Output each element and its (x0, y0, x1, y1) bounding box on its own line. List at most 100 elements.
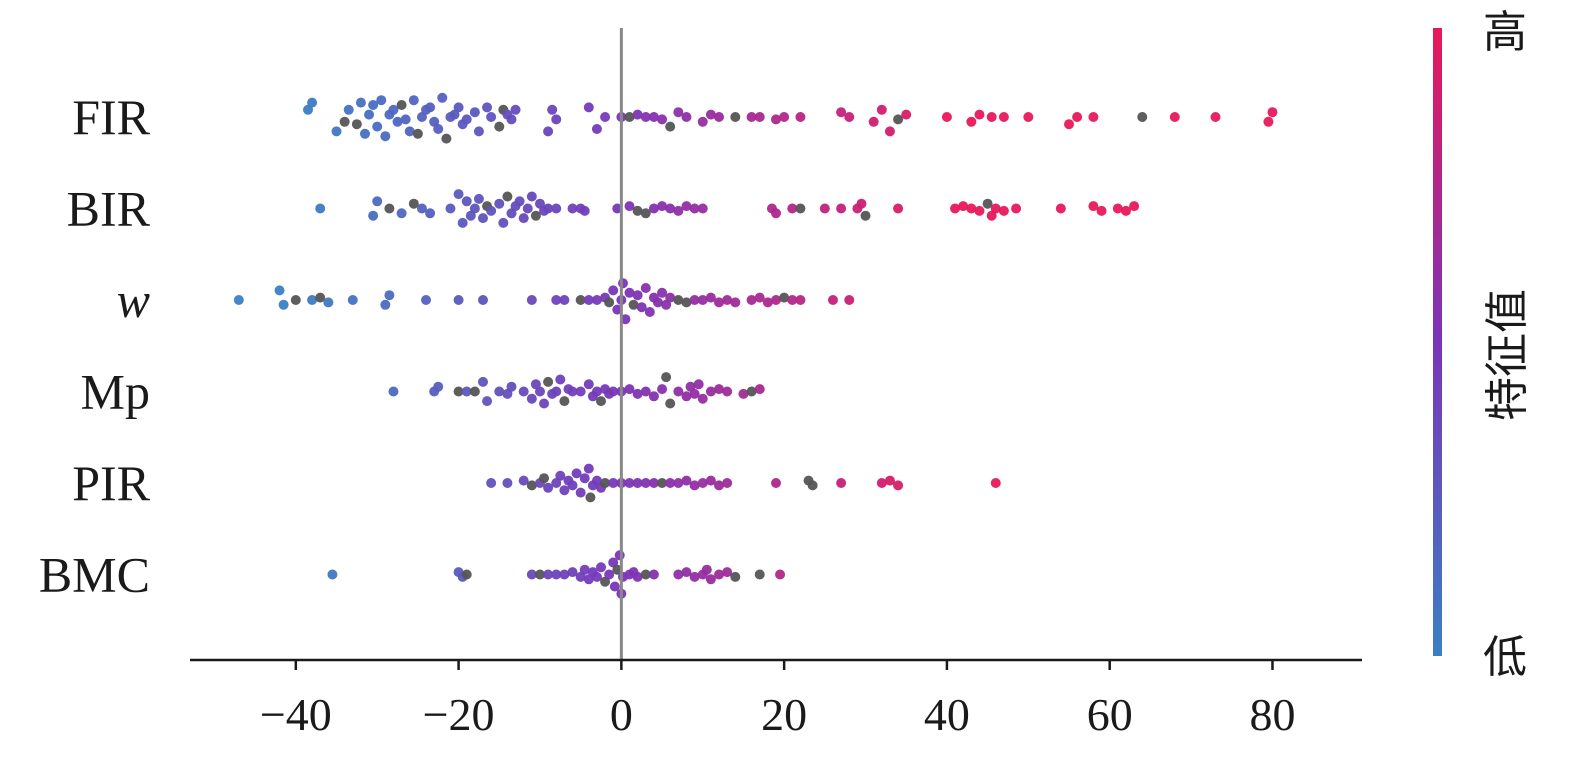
data-point (343, 104, 354, 115)
data-point (575, 295, 586, 305)
data-point (327, 569, 338, 580)
colorbar-high-label: 高 (1483, 7, 1527, 58)
data-point (754, 112, 765, 122)
data-point (614, 550, 625, 561)
data-point (404, 126, 415, 137)
data-point (836, 107, 847, 118)
data-point (771, 478, 781, 488)
data-point (372, 196, 383, 207)
data-point (705, 292, 716, 303)
data-point (498, 217, 509, 228)
data-point (648, 112, 659, 122)
data-point (441, 133, 452, 144)
data-point (278, 299, 289, 310)
data-point (461, 196, 472, 207)
data-point (591, 386, 602, 397)
feature-row-points (327, 550, 786, 599)
data-point (445, 203, 456, 214)
data-point (1088, 201, 1099, 212)
data-point (494, 121, 505, 132)
data-point (575, 386, 586, 397)
data-point (807, 480, 818, 491)
data-point (551, 569, 562, 580)
data-point (315, 292, 326, 303)
data-point (307, 295, 318, 305)
feature-row-points (486, 463, 1001, 503)
data-point (416, 203, 427, 214)
data-point (661, 372, 672, 383)
data-point (583, 102, 594, 113)
data-point (518, 213, 529, 224)
data-point (705, 386, 716, 397)
data-point (559, 485, 570, 496)
data-point (1210, 112, 1221, 122)
data-point (689, 388, 700, 399)
data-point (543, 203, 554, 214)
data-point (539, 398, 550, 409)
data-point (624, 478, 635, 488)
data-point (579, 205, 590, 216)
data-point (860, 210, 871, 221)
data-point (648, 203, 659, 214)
data-point (388, 386, 399, 397)
data-point (730, 571, 741, 582)
data-point (425, 208, 436, 219)
data-point (689, 295, 700, 305)
data-point (315, 203, 326, 214)
data-point (608, 386, 619, 397)
feature-row-points (233, 278, 855, 325)
feature-row-points (388, 372, 765, 409)
data-point (502, 478, 513, 488)
data-point (986, 112, 997, 122)
data-point (543, 376, 554, 387)
data-point (388, 104, 399, 115)
data-point (640, 386, 651, 397)
data-point (640, 208, 651, 219)
x-axis-ticks: −40 −20 0 20 40 60 80 (260, 660, 1295, 740)
data-point (697, 116, 708, 127)
data-point (657, 201, 668, 212)
data-point (323, 297, 334, 308)
data-point (612, 203, 623, 214)
data-point (665, 203, 676, 214)
data-point (612, 304, 623, 315)
data-point (473, 193, 484, 204)
data-point (640, 569, 651, 580)
data-point (1023, 112, 1034, 122)
data-point (579, 564, 590, 575)
data-point (543, 126, 554, 137)
data-point (506, 114, 517, 125)
data-point (600, 112, 611, 122)
x-tick-label: −40 (260, 689, 332, 740)
feature-label: PIR (72, 455, 150, 511)
data-point (730, 297, 741, 308)
data-point (836, 203, 847, 214)
data-point (665, 398, 676, 409)
data-point (583, 463, 594, 474)
data-point (624, 384, 635, 395)
data-point (425, 102, 436, 113)
data-point (551, 114, 562, 125)
data-point (754, 292, 765, 303)
data-point (681, 475, 692, 486)
data-point (609, 581, 620, 592)
data-point (701, 564, 712, 575)
data-point (632, 290, 643, 301)
data-point (640, 283, 651, 293)
data-point (1055, 203, 1066, 214)
data-point (567, 567, 578, 578)
data-point (384, 290, 395, 301)
data-point (673, 569, 684, 580)
data-point (331, 126, 342, 137)
data-point (514, 196, 525, 207)
data-point (522, 203, 533, 214)
data-point (884, 126, 895, 137)
colorbar-gradient (1433, 28, 1442, 656)
data-point (771, 114, 781, 125)
data-point (376, 95, 387, 106)
data-point (364, 109, 375, 120)
data-point (478, 213, 488, 224)
data-point (779, 112, 790, 122)
data-point (632, 109, 643, 120)
